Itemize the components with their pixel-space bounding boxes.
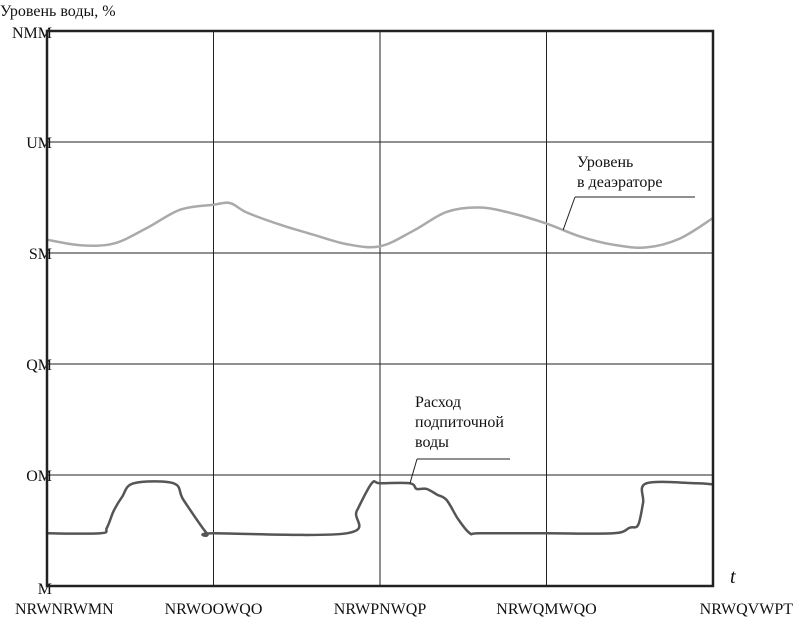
series-layer (45, 201, 715, 537)
y-axis-label: Уровень воды, % (0, 3, 116, 20)
x-tick-label: NRWPNWQP (334, 601, 427, 618)
annotation-label: Расход (415, 394, 461, 411)
y-tick-label: UM (26, 135, 52, 152)
annotation-label: подпиточной (415, 414, 504, 431)
tick-labels: NRWNRWMN NRWOOWQO NRWPNWQP NRWQMWQO NRWQVWPT… (12, 25, 793, 618)
annotation-layer: Уровень в деаэраторе Расход подпиточной воды (409, 154, 695, 484)
x-tick-label: NRWOOWQO (165, 601, 263, 618)
annotation-label: воды (415, 434, 449, 451)
annotation-label: в деаэраторе (577, 174, 663, 191)
series-line-flow (45, 480, 715, 537)
y-tick-label: M (38, 581, 52, 598)
x-axis-label: t (730, 566, 736, 588)
series-line-level (45, 201, 715, 249)
plot-frame (45, 29, 715, 588)
x-tick-label: NRWQMWQO (496, 601, 596, 618)
x-tick-label: NRWNRWMN (15, 601, 114, 618)
annotation-leader (562, 196, 576, 231)
y-tick-label: NMM (12, 25, 52, 42)
y-tick-label: SM (29, 246, 52, 263)
x-tick-label: NRWQVWPT (700, 601, 794, 618)
y-tick-label: QM (26, 357, 52, 374)
annotation-leader (409, 458, 418, 484)
annotation-label: Уровень (577, 154, 633, 171)
y-tick-label: OM (26, 468, 52, 485)
grid (47, 31, 713, 586)
